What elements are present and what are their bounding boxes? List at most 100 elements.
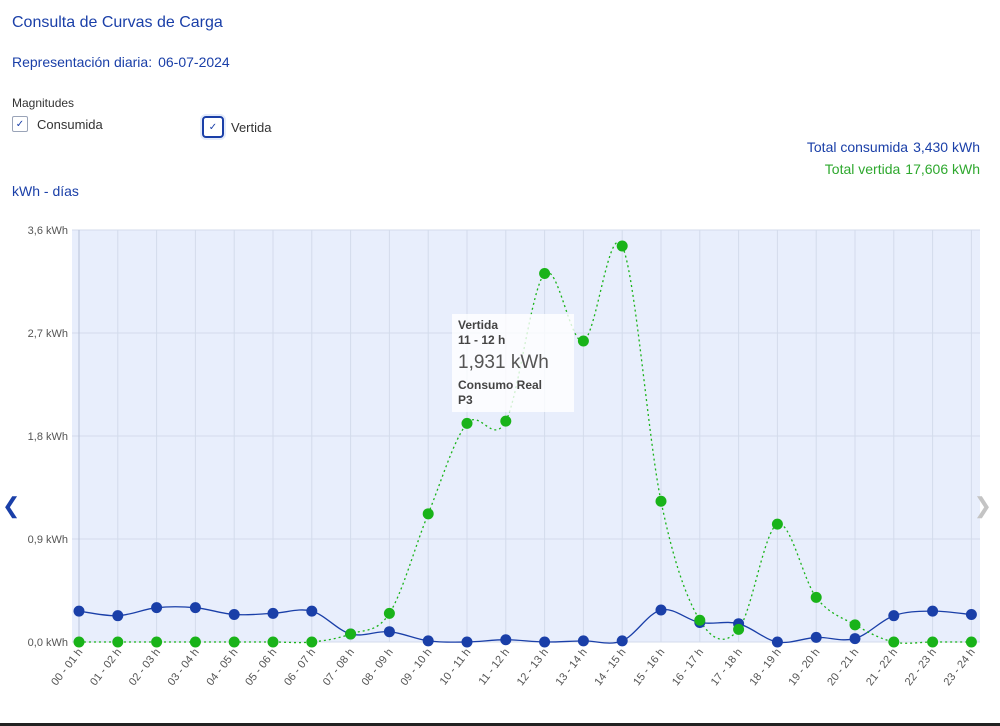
x-tick-label: 20 - 21 h [825,646,861,688]
x-tick-label: 01 - 02 h [88,646,124,688]
data-point-vertida [151,636,163,648]
data-point-consumida [500,634,512,646]
data-point-consumida [383,626,395,638]
data-point-consumida [422,635,434,647]
x-tick-label: 19 - 20 h [786,646,822,688]
x-tick-label: 06 - 07 h [282,646,318,688]
y-tick-label: 2,7 kWh [28,328,68,340]
data-point-vertida [539,267,551,279]
x-tick-label: 15 - 16 h [631,646,667,688]
check-icon[interactable]: ✓ [202,116,224,138]
data-point-vertida [267,636,279,648]
data-point-consumida [849,633,861,645]
data-point-vertida [655,495,667,507]
x-tick-label: 07 - 08 h [321,646,357,688]
data-point-consumida [927,605,939,617]
x-tick-label: 21 - 22 h [864,646,900,688]
data-point-consumida [888,610,900,622]
data-point-vertida [616,240,628,252]
data-point-vertida [927,636,939,648]
x-tick-label: 05 - 06 h [243,646,279,688]
page-title: Consulta de Curvas de Carga [12,14,223,31]
checkbox-vertida[interactable]: ✓ Vertida [202,116,272,138]
data-point-vertida [345,628,357,640]
x-tick-label: 12 - 13 h [515,646,551,688]
data-point-vertida [228,636,240,648]
data-point-consumida [655,604,667,616]
data-point-consumida [228,609,240,621]
chart-tooltip: Vertida 11 - 12 h 1,931 kWh Consumo Real… [452,314,574,412]
data-point-vertida [577,335,589,347]
data-point-consumida [189,602,201,614]
data-point-consumida [616,635,628,647]
tooltip-range: 11 - 12 h [458,333,506,347]
data-point-vertida [422,508,434,520]
data-point-consumida [771,636,783,648]
x-tick-label: 00 - 01 h [49,646,85,688]
x-tick-label: 09 - 10 h [398,646,434,688]
x-tick-label: 11 - 12 h [476,646,512,687]
data-point-vertida [73,636,85,648]
data-point-consumida [151,602,163,614]
chevron-right-icon[interactable]: ❯ [973,493,992,518]
x-tick-label: 10 - 11 h [438,646,474,687]
y-tick-label: 3,6 kWh [28,225,68,237]
data-point-vertida [500,415,512,427]
data-point-vertida [189,636,201,648]
data-point-vertida [810,591,822,603]
tooltip-label-2: P3 [458,393,473,407]
subtitle-label: Representación diaria: [12,54,153,70]
data-point-vertida [849,619,861,631]
data-point-consumida [461,636,473,648]
x-tick-label: 16 - 17 h [670,646,706,688]
checkbox-consumida[interactable]: ✓ Consumida [12,116,103,132]
total-consumida: Total consumida 3,430 kWh [807,136,980,158]
checkbox-vertida-label: Vertida [231,119,272,135]
data-point-vertida [383,607,395,619]
data-point-consumida [267,607,279,619]
data-point-consumida [810,631,822,643]
totals-panel: Total consumida 3,430 kWh Total vertida 17… [807,136,980,180]
y-tick-label: 1,8 kWh [28,431,68,443]
date-subtitle: Representación diaria: 06-07-2024 [12,54,230,70]
x-tick-label: 08 - 09 h [360,646,396,688]
data-point-vertida [888,636,900,648]
tooltip-label-1: Consumo Real [458,378,543,392]
y-tick-label: 0,9 kWh [28,534,68,546]
load-curve-chart: 0,0 kWh 0,9 kWh 1,8 kWh 2,7 kWh 3,6 kWh 00 - … [28,225,980,688]
x-tick-label: 04 - 05 h [204,646,240,688]
total-vertida: Total vertida 17,606 kWh [807,158,980,180]
data-point-vertida [461,417,473,429]
total-consumida-value: 3,430 kWh [913,139,980,155]
total-vertida-value: 17,606 kWh [905,161,980,177]
total-consumida-label: Total consumida [806,139,909,155]
x-tick-label: 23 - 24 h [942,646,978,688]
data-point-consumida [112,610,124,622]
magnitudes-label: Magnitudes [12,96,75,110]
data-point-vertida [306,636,318,648]
tooltip-series: Vertida [458,318,499,332]
x-tick-label: 13 - 14 h [554,646,590,688]
y-tick-label: 0,0 kWh [28,637,68,649]
data-point-vertida [771,518,783,530]
x-tick-label: 22 - 23 h [903,646,939,688]
data-point-consumida [306,605,318,617]
data-point-consumida [965,609,977,621]
data-point-vertida [965,636,977,648]
data-point-consumida [73,605,85,617]
total-vertida-label: Total vertida [824,161,901,177]
x-tick-label: 17 - 18 h [709,646,745,688]
data-point-vertida [733,623,745,635]
checkbox-consumida-label: Consumida [37,116,103,132]
x-tick-label: 14 - 15 h [592,646,628,688]
x-tick-label: 03 - 04 h [166,646,202,688]
chevron-left-icon[interactable]: ❮ [2,493,21,518]
x-tick-label: 02 - 03 h [127,646,163,688]
check-icon[interactable]: ✓ [12,116,28,132]
data-point-vertida [112,636,124,648]
data-point-consumida [539,636,551,648]
tooltip-value: 1,931 kWh [458,352,549,373]
units-label: kWh - días [12,183,79,199]
x-tick-label: 18 - 19 h [748,646,784,688]
data-point-vertida [694,614,706,626]
